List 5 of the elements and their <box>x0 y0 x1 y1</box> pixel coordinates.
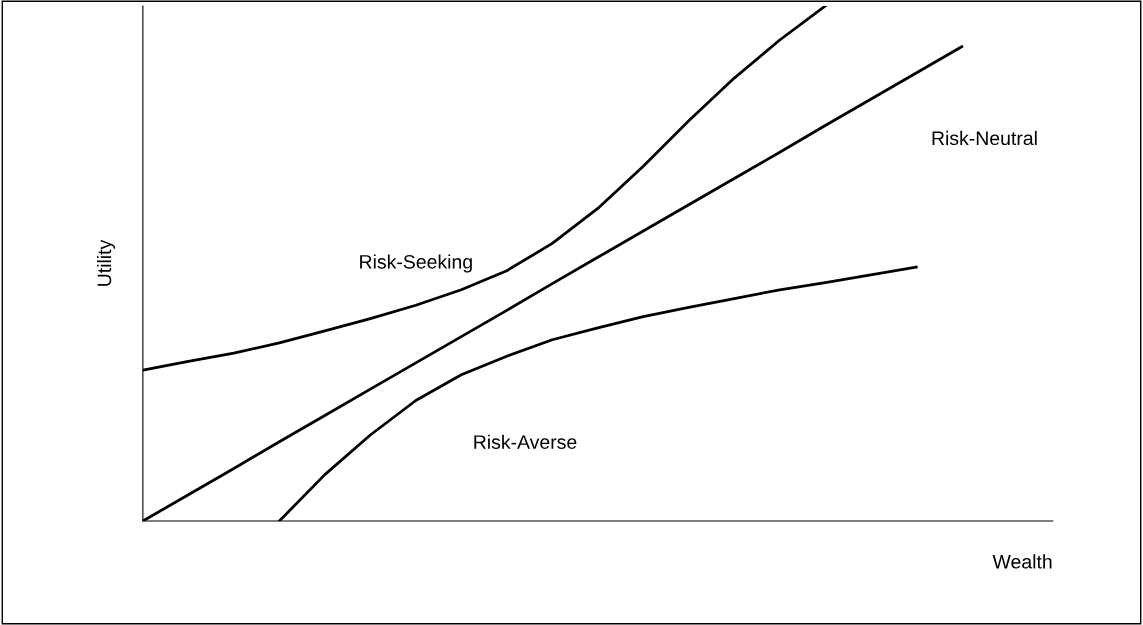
x-axis-title: Wealth <box>992 554 1052 569</box>
annotation: Risk-Neutral <box>932 130 1037 146</box>
annotation: Risk-Averse <box>474 434 577 449</box>
y-axis-title: Utility <box>96 239 116 286</box>
annotation: Risk-Seeking <box>360 254 472 273</box>
